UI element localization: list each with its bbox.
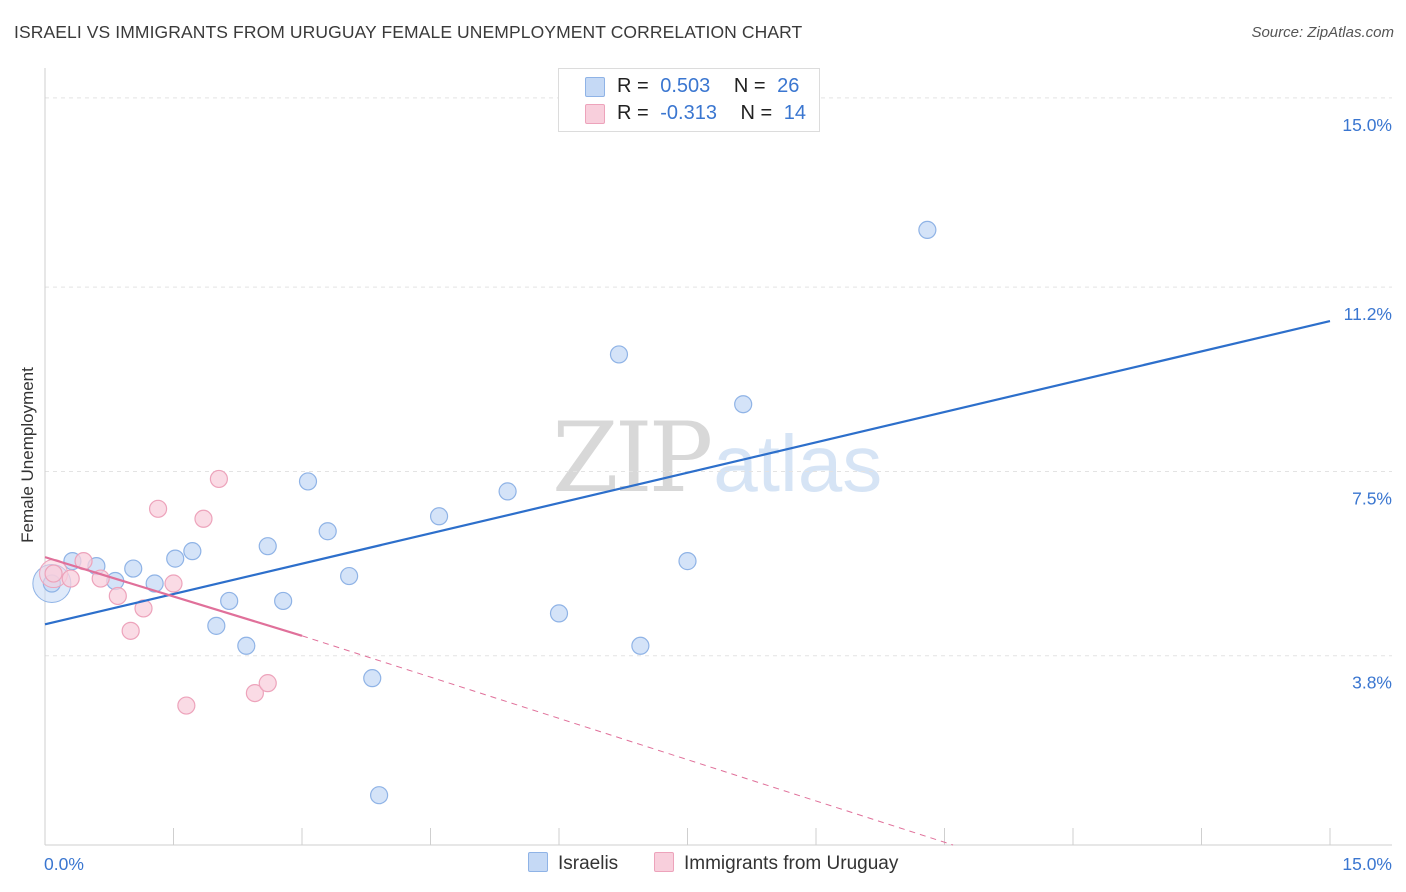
chart-title: ISRAELI VS IMMIGRANTS FROM URUGUAY FEMAL… (14, 22, 803, 42)
legend-n-value: 14 (783, 102, 807, 124)
legend-r-label: R = (617, 75, 649, 97)
bottom-legend-swatch-blue (528, 852, 548, 872)
y-tick-label: 3.8% (1352, 673, 1392, 693)
uruguay-point (245, 683, 264, 703)
series-uruguay (39, 469, 277, 715)
uruguay-point (61, 569, 80, 588)
israelis-point (678, 552, 697, 571)
israelis-point (274, 591, 293, 611)
uruguay-point (44, 564, 63, 583)
y-tick-label: 7.5% (1352, 488, 1392, 508)
uruguay-point (209, 469, 229, 489)
legend-n-label: N = (740, 102, 773, 124)
israelis-point (734, 395, 753, 414)
israelis-point (498, 482, 517, 501)
uruguay-point (177, 696, 196, 715)
israelis-point (318, 522, 337, 541)
israelis-point (918, 220, 937, 240)
israelis-point (370, 786, 389, 805)
y-tick-label: 11.2% (1344, 304, 1392, 324)
israelis-point (363, 669, 382, 688)
legend-r-value: 0.503 (660, 75, 711, 97)
uruguay-point (134, 599, 153, 618)
correlation-legend: R = 0.503 N = 26 R = -0.313 N = 14 (558, 68, 820, 132)
legend-r-value: -0.313 (660, 102, 717, 124)
y-tick-label: 15.0% (1342, 115, 1392, 135)
israelis-point (340, 566, 359, 586)
israelis-point (207, 616, 226, 635)
bottom-legend-israelis-label: Israelis (558, 853, 619, 874)
israelis-point (298, 472, 318, 491)
israelis-point (258, 537, 277, 556)
series-israelis (32, 220, 937, 805)
uruguay-trendline (44, 556, 303, 637)
israelis-point (166, 549, 185, 568)
bottom-legend-swatch-pink (654, 852, 674, 872)
x-tick-label: 0.0% (44, 854, 84, 874)
gridlines (45, 97, 1392, 657)
israelis-point (145, 574, 164, 593)
israelis-point (609, 345, 629, 364)
uruguay-point (258, 674, 277, 693)
israelis-point (631, 636, 650, 655)
tick-labels: 3.8% 7.5% 11.2% 15.0% 0.0% 15.0% (44, 115, 1392, 874)
uruguay-point (148, 499, 168, 518)
bottom-legend-israelis: Israelis (528, 852, 618, 875)
uruguay-point (194, 509, 213, 528)
uruguay-point (121, 621, 140, 640)
uruguay-point (164, 574, 183, 593)
israelis-trendline (44, 319, 1331, 626)
bottom-legend-uruguay: Immigrants from Uruguay (654, 852, 898, 875)
uruguay-trendline-extension (301, 635, 954, 846)
israelis-point (183, 542, 202, 561)
legend-n-label: N = (733, 75, 766, 97)
source-label: Source: ZipAtlas.com (1251, 24, 1394, 41)
trendlines (44, 319, 1331, 846)
y-axis-label: Female Unemployment (18, 367, 37, 543)
israelis-point (549, 604, 569, 623)
israelis-point (429, 507, 449, 526)
axes (44, 68, 1392, 846)
legend-n-value: 26 (777, 75, 800, 97)
legend-swatch-pink (585, 104, 605, 124)
israelis-point (220, 591, 239, 611)
legend-r-label: R = (617, 102, 649, 124)
uruguay-point (108, 586, 127, 606)
israelis-point (124, 559, 143, 578)
legend-swatch-blue (585, 77, 605, 97)
uruguay-point (91, 569, 110, 588)
israelis-point (237, 636, 256, 655)
bottom-legend-uruguay-label: Immigrants from Uruguay (684, 853, 899, 874)
x-tick-label: 15.0% (1342, 854, 1392, 874)
